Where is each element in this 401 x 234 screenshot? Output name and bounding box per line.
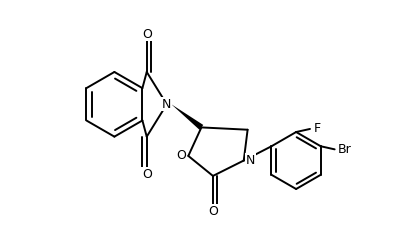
Text: O: O (176, 149, 186, 162)
Text: N: N (245, 154, 255, 167)
Text: F: F (312, 122, 320, 135)
Text: O: O (142, 28, 151, 41)
Text: Br: Br (337, 143, 350, 156)
Polygon shape (171, 104, 203, 130)
Text: O: O (142, 168, 151, 181)
Text: N: N (162, 98, 171, 111)
Text: O: O (207, 205, 217, 218)
